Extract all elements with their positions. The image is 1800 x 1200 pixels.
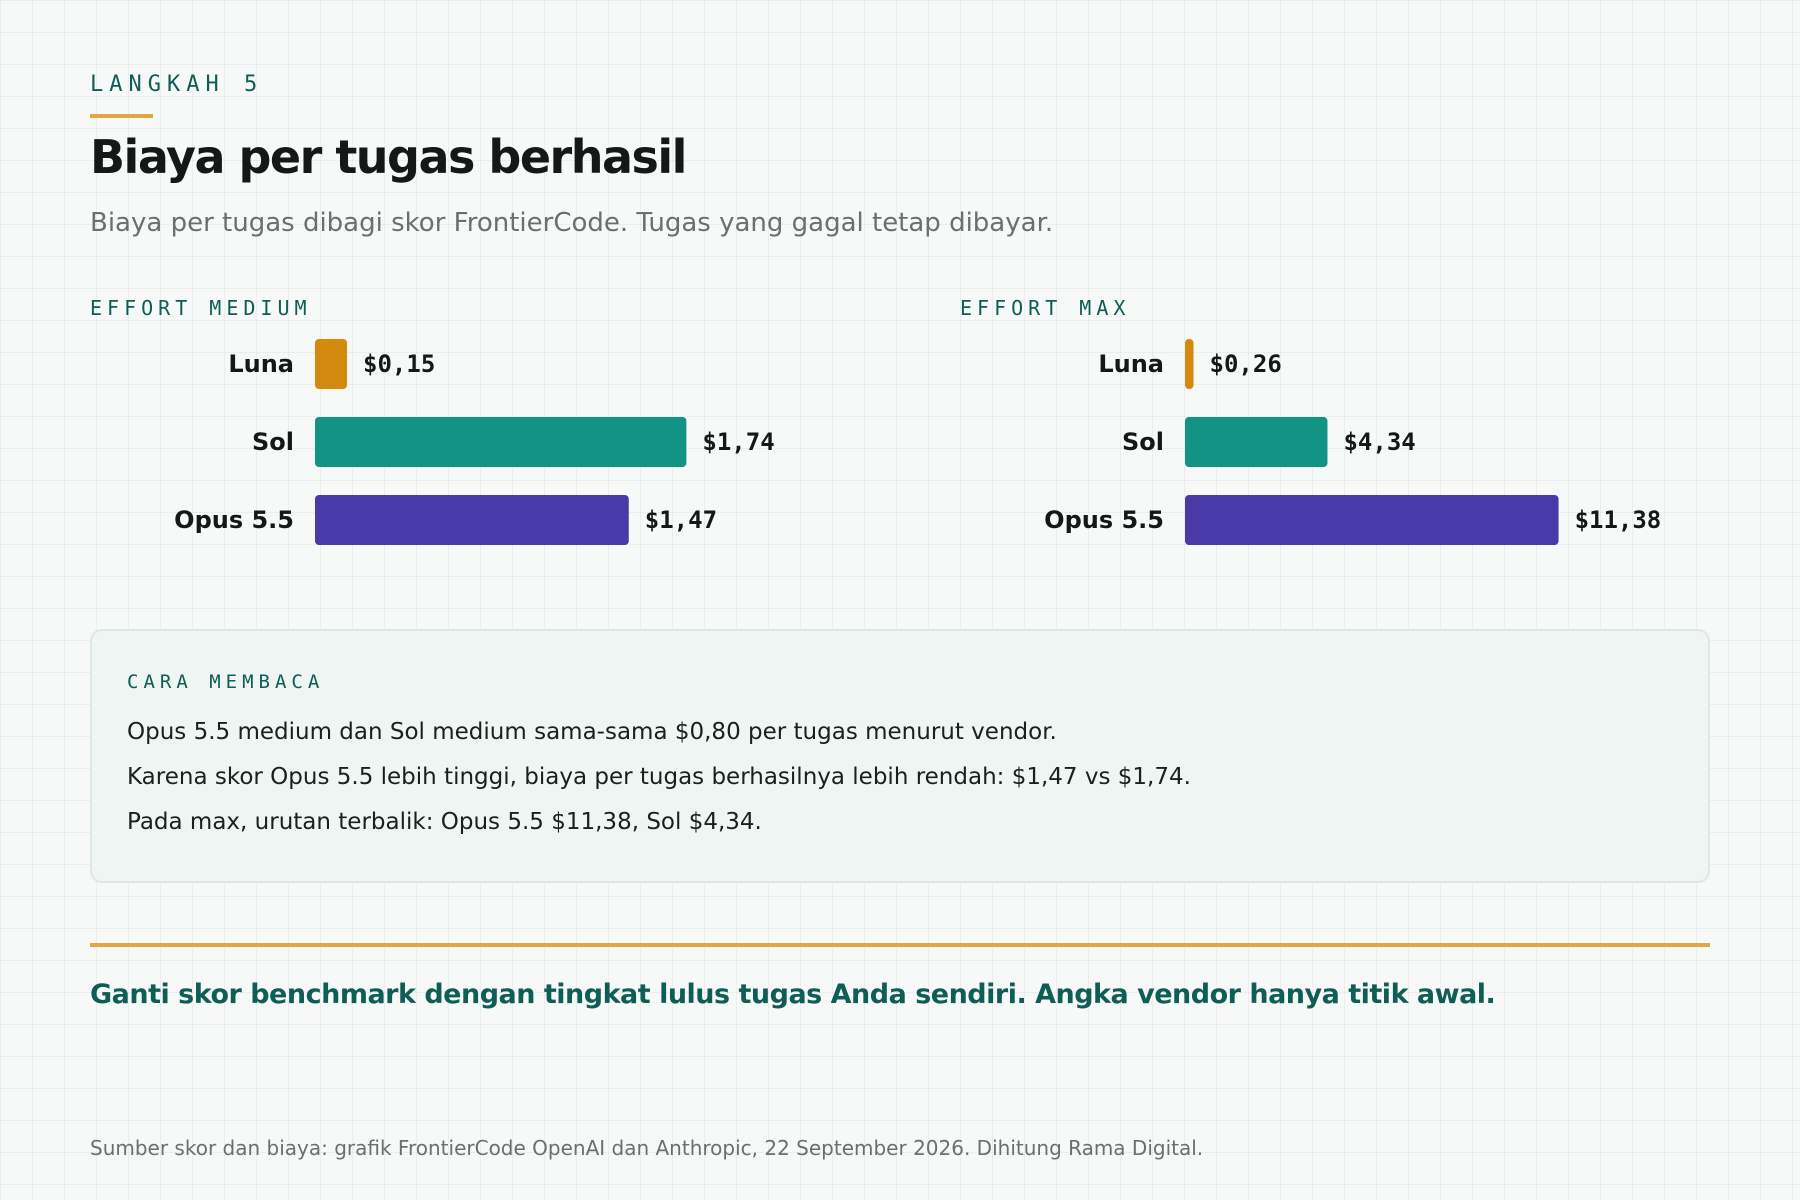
value-label: $0,15 <box>363 350 435 378</box>
bar <box>315 495 629 545</box>
reading-guide-title: CARA MEMBACA <box>127 671 325 693</box>
category-label: Sol <box>1122 428 1164 456</box>
bar <box>1185 495 1559 545</box>
category-label: Sol <box>252 428 294 456</box>
chart-effort-medium: EFFORT MEDIUM Luna $0,15 Sol $1,74 Opus 5.5 $… <box>90 290 850 570</box>
value-label: $1,74 <box>702 428 774 456</box>
category-label: Luna <box>228 350 294 378</box>
callout-text: Ganti skor benchmark dengan tingkat lulu… <box>90 979 1496 1010</box>
reading-guide-line: Karena skor Opus 5.5 lebih tinggi, biaya… <box>127 764 1191 790</box>
page-title: Biaya per tugas berhasil <box>90 130 687 184</box>
value-label: $11,38 <box>1575 506 1662 534</box>
reading-guide-line: Opus 5.5 medium dan Sol medium sama-sama… <box>127 719 1057 745</box>
category-label: Opus 5.5 <box>1044 506 1164 534</box>
source-footnote: Sumber skor dan biaya: grafik FrontierCo… <box>90 1136 1204 1160</box>
value-label: $4,34 <box>1343 428 1415 456</box>
chart-title: EFFORT MEDIUM <box>90 296 312 320</box>
reading-guide-line: Pada max, urutan terbalik: Opus 5.5 $11,… <box>127 809 762 835</box>
value-label: $0,26 <box>1210 350 1282 378</box>
value-label: $1,47 <box>645 506 717 534</box>
chart-svg: Luna $0,15 Sol $1,74 Opus 5.5 $1,47 <box>174 339 775 545</box>
bar <box>315 417 687 467</box>
reading-guide-box: CARA MEMBACA Opus 5.5 medium dan Sol med… <box>90 629 1710 883</box>
category-label: Opus 5.5 <box>174 506 294 534</box>
chart-svg: Luna $0,26 Sol $4,34 Opus 5.5 $11,38 <box>1044 339 1662 545</box>
bar <box>1185 339 1194 389</box>
bar <box>315 339 348 389</box>
chart-effort-max: EFFORT MAX Luna $0,26 Sol $4,34 Opus 5.5 $11,… <box>960 290 1720 570</box>
callout-divider <box>90 943 1710 947</box>
eyebrow-underline <box>90 114 153 118</box>
chart-title: EFFORT MAX <box>960 296 1131 320</box>
category-label: Luna <box>1098 350 1164 378</box>
bar <box>1185 417 1328 467</box>
page-subtitle: Biaya per tugas dibagi skor FrontierCode… <box>90 208 1054 238</box>
eyebrow-label: LANGKAH 5 <box>90 72 264 97</box>
